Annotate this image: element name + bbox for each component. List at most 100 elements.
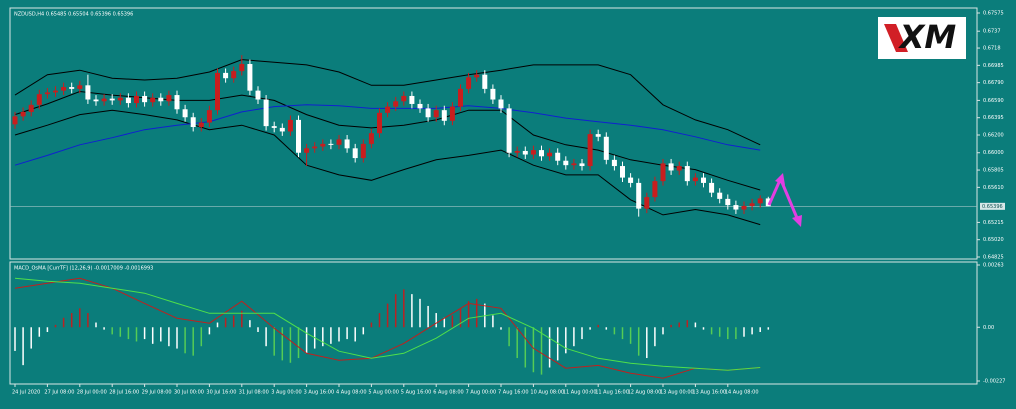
histogram-bar xyxy=(662,327,664,335)
candle-body xyxy=(644,197,650,209)
y-tick-label: 0.65610 xyxy=(983,185,1004,191)
candle-body xyxy=(385,106,391,113)
histogram-bar xyxy=(305,327,308,354)
histogram-bar xyxy=(573,327,575,347)
histogram-bar xyxy=(694,322,697,328)
histogram-bar xyxy=(613,327,616,335)
histogram-bar xyxy=(751,327,753,335)
candle-body xyxy=(174,95,180,110)
candle-body xyxy=(603,136,609,160)
candle-body xyxy=(320,143,326,147)
candle-body xyxy=(85,85,91,100)
candle-body xyxy=(61,87,67,91)
candle-body xyxy=(223,72,229,79)
candle-body xyxy=(166,95,172,102)
candle-body xyxy=(158,97,164,102)
candle-body xyxy=(336,139,342,145)
histogram-bar xyxy=(111,327,113,335)
histogram-bar xyxy=(451,315,454,328)
candle-body xyxy=(409,95,415,104)
candle-body xyxy=(636,182,642,209)
x-tick-label: 5 Aug 00:00 xyxy=(368,390,399,396)
candle-body xyxy=(709,182,715,193)
histogram-bar xyxy=(119,327,122,337)
histogram-bar xyxy=(54,324,57,328)
x-tick-label: 11 Aug 16:00 xyxy=(595,390,629,396)
candle-body xyxy=(69,87,75,89)
candle-body xyxy=(458,88,463,107)
histogram-bar xyxy=(443,317,446,328)
histogram-bar xyxy=(540,327,543,375)
histogram-bar xyxy=(70,313,73,328)
candle-body xyxy=(668,163,674,171)
candle-body xyxy=(611,159,617,167)
histogram-bar xyxy=(95,322,97,328)
candle-body xyxy=(190,117,196,128)
histogram-bar xyxy=(46,327,49,332)
histogram-bar xyxy=(548,327,551,368)
arrow-down-head xyxy=(792,215,802,227)
indicator-line xyxy=(14,109,761,226)
candle-body xyxy=(231,71,237,79)
candle-body xyxy=(441,110,447,121)
main-layer: NZDUSD,H4 0.65485 0.65504 0.65396 0.6539… xyxy=(10,11,1005,396)
histogram-bar xyxy=(605,327,608,330)
candle-body xyxy=(182,109,188,118)
candle-body xyxy=(101,98,107,102)
histogram-bar xyxy=(565,327,567,354)
histogram-bar xyxy=(629,327,632,344)
histogram-bar xyxy=(718,327,721,337)
candle-body xyxy=(555,152,561,161)
histogram-bar xyxy=(192,327,194,356)
candle-body xyxy=(449,106,455,121)
y-tick-label: 0.00 xyxy=(983,325,994,331)
candle-body xyxy=(433,110,439,118)
x-tick-label: 13 Aug 16:00 xyxy=(692,390,726,396)
x-tick-label: 29 Jul 08:00 xyxy=(142,390,172,396)
logo-text: XM xyxy=(898,18,957,56)
indicator-line xyxy=(14,277,761,379)
candle-body xyxy=(692,177,698,182)
candle-body xyxy=(279,127,285,132)
candle-body xyxy=(287,119,293,132)
candle-body xyxy=(239,64,245,72)
y-tick-label: 0.66395 xyxy=(983,115,1004,121)
histogram-bar xyxy=(597,324,599,328)
histogram-bar xyxy=(459,308,462,328)
histogram-bar xyxy=(727,327,729,340)
histogram-bar xyxy=(362,327,365,335)
histogram-bar xyxy=(338,327,340,342)
x-tick-label: 30 Jul 16:00 xyxy=(206,390,236,396)
histogram-bar xyxy=(160,327,162,342)
candle-body xyxy=(684,166,690,182)
histogram-bar xyxy=(524,327,527,368)
histogram-bar xyxy=(103,327,105,330)
histogram-bar xyxy=(621,327,624,340)
x-tick-label: 13 Aug 00:00 xyxy=(660,390,694,396)
histogram-bar xyxy=(151,327,154,344)
histogram-bar xyxy=(532,327,535,373)
histogram-bar xyxy=(735,327,737,340)
histogram-bar xyxy=(22,327,24,366)
candle-body xyxy=(53,90,58,93)
candle-body xyxy=(563,160,569,166)
histogram-bar xyxy=(216,322,219,328)
candle-body xyxy=(206,110,212,123)
candle-body xyxy=(271,126,277,128)
indicator-line xyxy=(14,90,761,191)
histogram-bar xyxy=(710,327,713,335)
histogram-bar xyxy=(467,301,470,328)
current-price-label: 0.65396 xyxy=(982,204,1003,210)
y-tick-label: -0.00227 xyxy=(983,379,1005,385)
histogram-bar xyxy=(249,320,251,328)
histogram-bar xyxy=(281,327,284,361)
candle-body xyxy=(725,198,731,206)
x-tick-label: 28 Jul 00:00 xyxy=(77,390,107,396)
x-tick-label: 31 Jul 08:00 xyxy=(239,390,269,396)
candle-body xyxy=(134,95,139,104)
candle-body xyxy=(660,163,666,182)
x-tick-label: 3 Aug 00:00 xyxy=(271,390,302,396)
histogram-bar xyxy=(403,289,405,328)
candle-body xyxy=(247,64,253,91)
candle-body xyxy=(28,104,34,112)
